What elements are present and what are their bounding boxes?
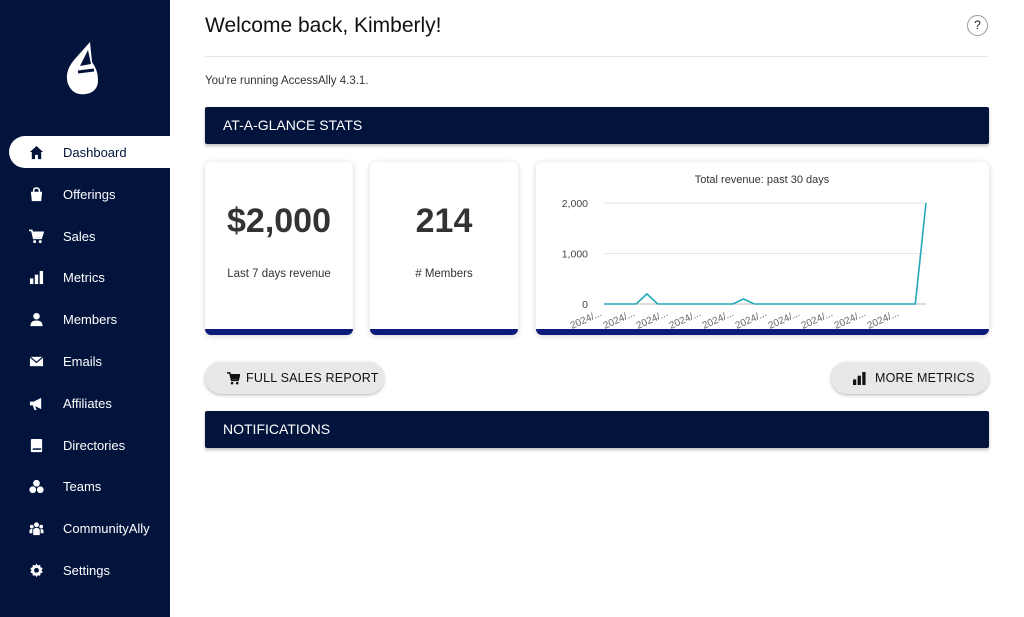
chart-x-tick-label: 2024/... bbox=[569, 308, 604, 329]
more-metrics-button[interactable]: MORE METRICS bbox=[831, 362, 989, 394]
chart-x-tick-label: 2024/... bbox=[866, 308, 901, 329]
sidebar-item-metrics[interactable]: Metrics bbox=[0, 261, 170, 293]
sidebar-item-label: Offerings bbox=[63, 186, 116, 202]
sidebar-item-label: Settings bbox=[63, 562, 110, 578]
chart-x-tick-label: 2024/... bbox=[635, 308, 670, 329]
book-icon bbox=[30, 438, 43, 452]
main-content: Welcome back, Kimberly! ? You're running… bbox=[170, 0, 1024, 617]
bar-chart-icon bbox=[29, 271, 44, 285]
chart-x-tick-label: 2024/... bbox=[767, 308, 802, 329]
chart-y-tick-label: 1,000 bbox=[562, 249, 588, 261]
help-button[interactable]: ? bbox=[967, 15, 988, 36]
revenue-chart-card: Total revenue: past 30 days 2,000 1,000 0 20… bbox=[536, 162, 989, 335]
full-sales-report-button[interactable]: FULL SALES REPORT bbox=[205, 362, 384, 394]
chart-title: Total revenue: past 30 days bbox=[695, 174, 830, 186]
home-icon bbox=[29, 145, 44, 160]
chart-x-tick-label: 2024/... bbox=[734, 308, 769, 329]
sidebar-item-label: Affiliates bbox=[63, 395, 112, 411]
group-icon bbox=[29, 480, 44, 494]
sidebar-item-label: Emails bbox=[63, 353, 103, 369]
sidebar-item-label: Sales bbox=[63, 228, 96, 244]
bar-chart-icon bbox=[853, 371, 866, 385]
sidebar-item-label: Members bbox=[63, 312, 118, 328]
cart-icon bbox=[227, 371, 240, 384]
chart-x-tick-label: 2024/... bbox=[833, 308, 868, 329]
sidebar-item-settings[interactable]: Settings bbox=[0, 554, 170, 586]
sidebar-item-members[interactable]: Members bbox=[0, 303, 170, 335]
sidebar-item-label: Dashboard bbox=[63, 145, 127, 160]
chart-y-tick-label: 2,000 bbox=[562, 198, 588, 210]
sidebar-item-dashboard[interactable]: Dashboard bbox=[9, 136, 170, 168]
full-sales-report-label: FULL SALES REPORT bbox=[246, 371, 379, 385]
sidebar-item-affiliates[interactable]: Affiliates bbox=[0, 387, 170, 419]
sidebar-item-label: CommunityAlly bbox=[63, 521, 150, 537]
version-text: You're running AccessAlly 4.3.1. bbox=[205, 75, 369, 87]
members-value: 214 bbox=[415, 202, 473, 240]
sidebar: Dashboard Offerings Sales Metrics Members Ema… bbox=[0, 0, 170, 617]
notifications-banner: NOTIFICATIONS bbox=[205, 411, 989, 448]
community-icon bbox=[29, 522, 44, 536]
revenue-chart: Total revenue: past 30 days2,0001,000020… bbox=[562, 174, 927, 329]
sidebar-item-sales[interactable]: Sales bbox=[0, 220, 170, 252]
members-label: # Members bbox=[415, 268, 473, 280]
person-icon bbox=[30, 313, 43, 327]
megaphone-icon bbox=[29, 397, 42, 410]
sidebar-item-communityally[interactable]: CommunityAlly bbox=[0, 512, 170, 544]
sidebar-item-label: Teams bbox=[63, 479, 102, 495]
chart-x-tick-label: 2024/... bbox=[602, 308, 637, 329]
chart-x-tick-label: 2024/... bbox=[800, 308, 835, 329]
revenue-label: Last 7 days revenue bbox=[227, 268, 331, 280]
sidebar-item-teams[interactable]: Teams bbox=[0, 470, 170, 502]
sidebar-item-label: Directories bbox=[63, 437, 126, 453]
more-metrics-label: MORE METRICS bbox=[875, 371, 975, 385]
accessally-logo bbox=[66, 42, 98, 95]
sidebar-item-emails[interactable]: Emails bbox=[0, 345, 170, 377]
sidebar-item-offerings[interactable]: Offerings bbox=[0, 178, 170, 210]
page-title: Welcome back, Kimberly! bbox=[205, 14, 442, 37]
revenue-card: $2,000 Last 7 days revenue bbox=[205, 162, 353, 335]
chart-x-tick-label: 2024/... bbox=[668, 308, 703, 329]
shop-icon bbox=[30, 186, 43, 201]
sidebar-item-directories[interactable]: Directories bbox=[0, 429, 170, 461]
sidebar-item-label: Metrics bbox=[63, 270, 105, 286]
stats-banner: AT-A-GLANCE STATS bbox=[205, 107, 989, 144]
chart-series-line bbox=[604, 202, 927, 305]
envelope-icon bbox=[29, 356, 44, 367]
sidebar-nav: Dashboard Offerings Sales Metrics Members Ema… bbox=[0, 136, 170, 596]
chart-y-tick-label: 0 bbox=[582, 299, 588, 311]
chart-x-tick-label: 2024/... bbox=[701, 308, 736, 329]
revenue-value: $2,000 bbox=[227, 202, 331, 240]
gear-icon bbox=[30, 563, 43, 578]
members-card: 214 # Members bbox=[370, 162, 518, 335]
header-divider bbox=[205, 56, 988, 57]
cart-icon bbox=[29, 229, 44, 243]
